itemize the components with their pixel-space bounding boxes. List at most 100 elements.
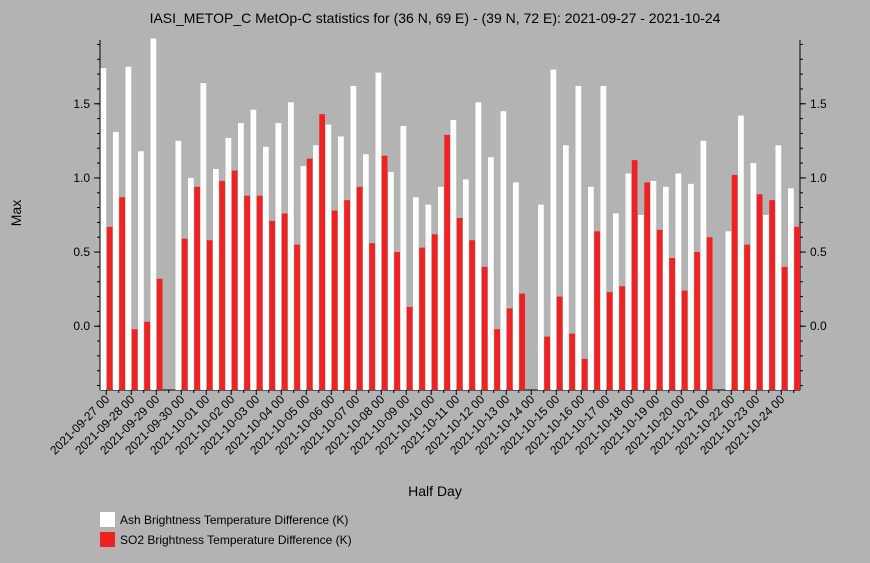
ash-bar: [150, 38, 157, 391]
y-tick-label: 0.0: [73, 319, 90, 333]
ash-bar: [650, 180, 657, 390]
chart-title: IASI_METOP_C MetOp-C statistics for (36 …: [149, 10, 721, 26]
ash-bar: [663, 186, 669, 390]
so2-bar: [294, 244, 300, 390]
ash-bar: [363, 154, 369, 390]
ash-bar: [200, 83, 207, 390]
ash-bar: [475, 102, 482, 390]
y-tick-label: 1.5: [73, 97, 90, 111]
y-tick-label-right: 1.0: [810, 171, 827, 185]
ash-bar: [688, 183, 694, 390]
ash-bar: [488, 157, 494, 390]
so2-bar: [131, 329, 138, 390]
ash-bar: [425, 204, 432, 390]
ash-bar: [775, 145, 782, 390]
y-axis-label: Max: [8, 199, 24, 227]
ash-bar: [250, 109, 257, 390]
so2-bar: [706, 237, 713, 390]
ash-bar: [313, 145, 319, 390]
so2-bar: [244, 195, 250, 390]
so2-bar: [606, 292, 613, 390]
legend-label-ash: Ash Brightness Temperature Difference (K…: [120, 512, 349, 527]
so2-bar: [569, 333, 575, 390]
so2-bar: [756, 194, 763, 390]
ash-bar: [788, 188, 794, 390]
y-tick-label-right: 0.5: [810, 245, 827, 259]
ash-bar: [388, 171, 394, 390]
ash-bar: [438, 186, 444, 390]
so2-bar: [156, 278, 163, 390]
so2-bar: [481, 266, 488, 390]
ash-bar: [738, 115, 744, 390]
y-tick-label: 1.0: [73, 171, 90, 185]
y-tick-label: 0.5: [73, 245, 90, 259]
ash-bar: [725, 231, 732, 390]
ash-bar: [325, 124, 332, 390]
so2-bar: [494, 329, 500, 390]
ash-bar: [588, 186, 594, 390]
so2-bar: [356, 186, 363, 390]
so2-bar: [794, 226, 800, 390]
ash-bar: [700, 140, 707, 390]
so2-bar: [469, 240, 475, 390]
ash-bar: [113, 131, 119, 390]
so2-bar: [431, 234, 438, 390]
ash-bar: [375, 72, 382, 390]
ash-bar: [600, 85, 607, 390]
ash-bar: [263, 146, 269, 390]
x-axis-label: Half Day: [408, 483, 462, 499]
so2-bar: [544, 336, 550, 390]
so2-bar: [581, 358, 588, 390]
ash-bar: [350, 85, 357, 390]
ash-bar: [550, 69, 557, 391]
so2-bar: [519, 293, 525, 390]
ash-bar: [300, 166, 307, 390]
ash-bar: [338, 136, 344, 390]
so2-bar: [369, 243, 375, 390]
so2-bar: [231, 170, 238, 390]
so2-bar: [394, 252, 400, 390]
so2-bar: [619, 286, 625, 390]
y-tick-label-right: 0.0: [810, 319, 827, 333]
ash-bar: [100, 68, 107, 390]
so2-bar: [681, 290, 688, 390]
so2-bar: [106, 226, 113, 390]
ash-bar: [613, 213, 619, 390]
so2-bar: [144, 321, 150, 390]
so2-bar: [419, 247, 425, 390]
so2-bar: [769, 200, 775, 390]
so2-bar: [669, 258, 675, 390]
legend-item-so2: SO2 Brightness Temperature Difference (K…: [100, 532, 352, 547]
so2-bar: [744, 244, 750, 390]
so2-bar: [194, 186, 200, 390]
y-tick-label-right: 1.5: [810, 97, 827, 111]
ash-bar: [400, 126, 407, 390]
so2-bar: [206, 240, 213, 390]
ash-bar: [450, 120, 457, 390]
so2-bar: [344, 200, 350, 390]
ash-bar: [288, 102, 294, 390]
ash-bar: [538, 204, 544, 390]
so2-bar: [594, 231, 600, 390]
ash-bar: [763, 215, 769, 390]
legend-label-so2: SO2 Brightness Temperature Difference (K…: [120, 532, 352, 547]
ash-bar: [625, 173, 632, 390]
so2-bar: [656, 229, 663, 390]
so2-bar: [781, 266, 788, 390]
so2-bar: [119, 197, 125, 390]
ash-bar: [750, 163, 757, 390]
ash-bar: [125, 66, 132, 390]
so2-bar: [644, 182, 650, 390]
so2-bar: [181, 238, 188, 390]
ash-bar: [275, 123, 282, 391]
so2-bar: [219, 180, 225, 390]
so2-bar: [319, 114, 325, 391]
ash-bar: [225, 137, 232, 390]
legend-swatch-so2: [100, 532, 115, 547]
ash-bar: [638, 215, 644, 390]
so2-bar: [256, 195, 263, 390]
so2-bar: [631, 160, 638, 390]
so2-bar: [506, 308, 513, 390]
ash-bar: [675, 173, 682, 390]
